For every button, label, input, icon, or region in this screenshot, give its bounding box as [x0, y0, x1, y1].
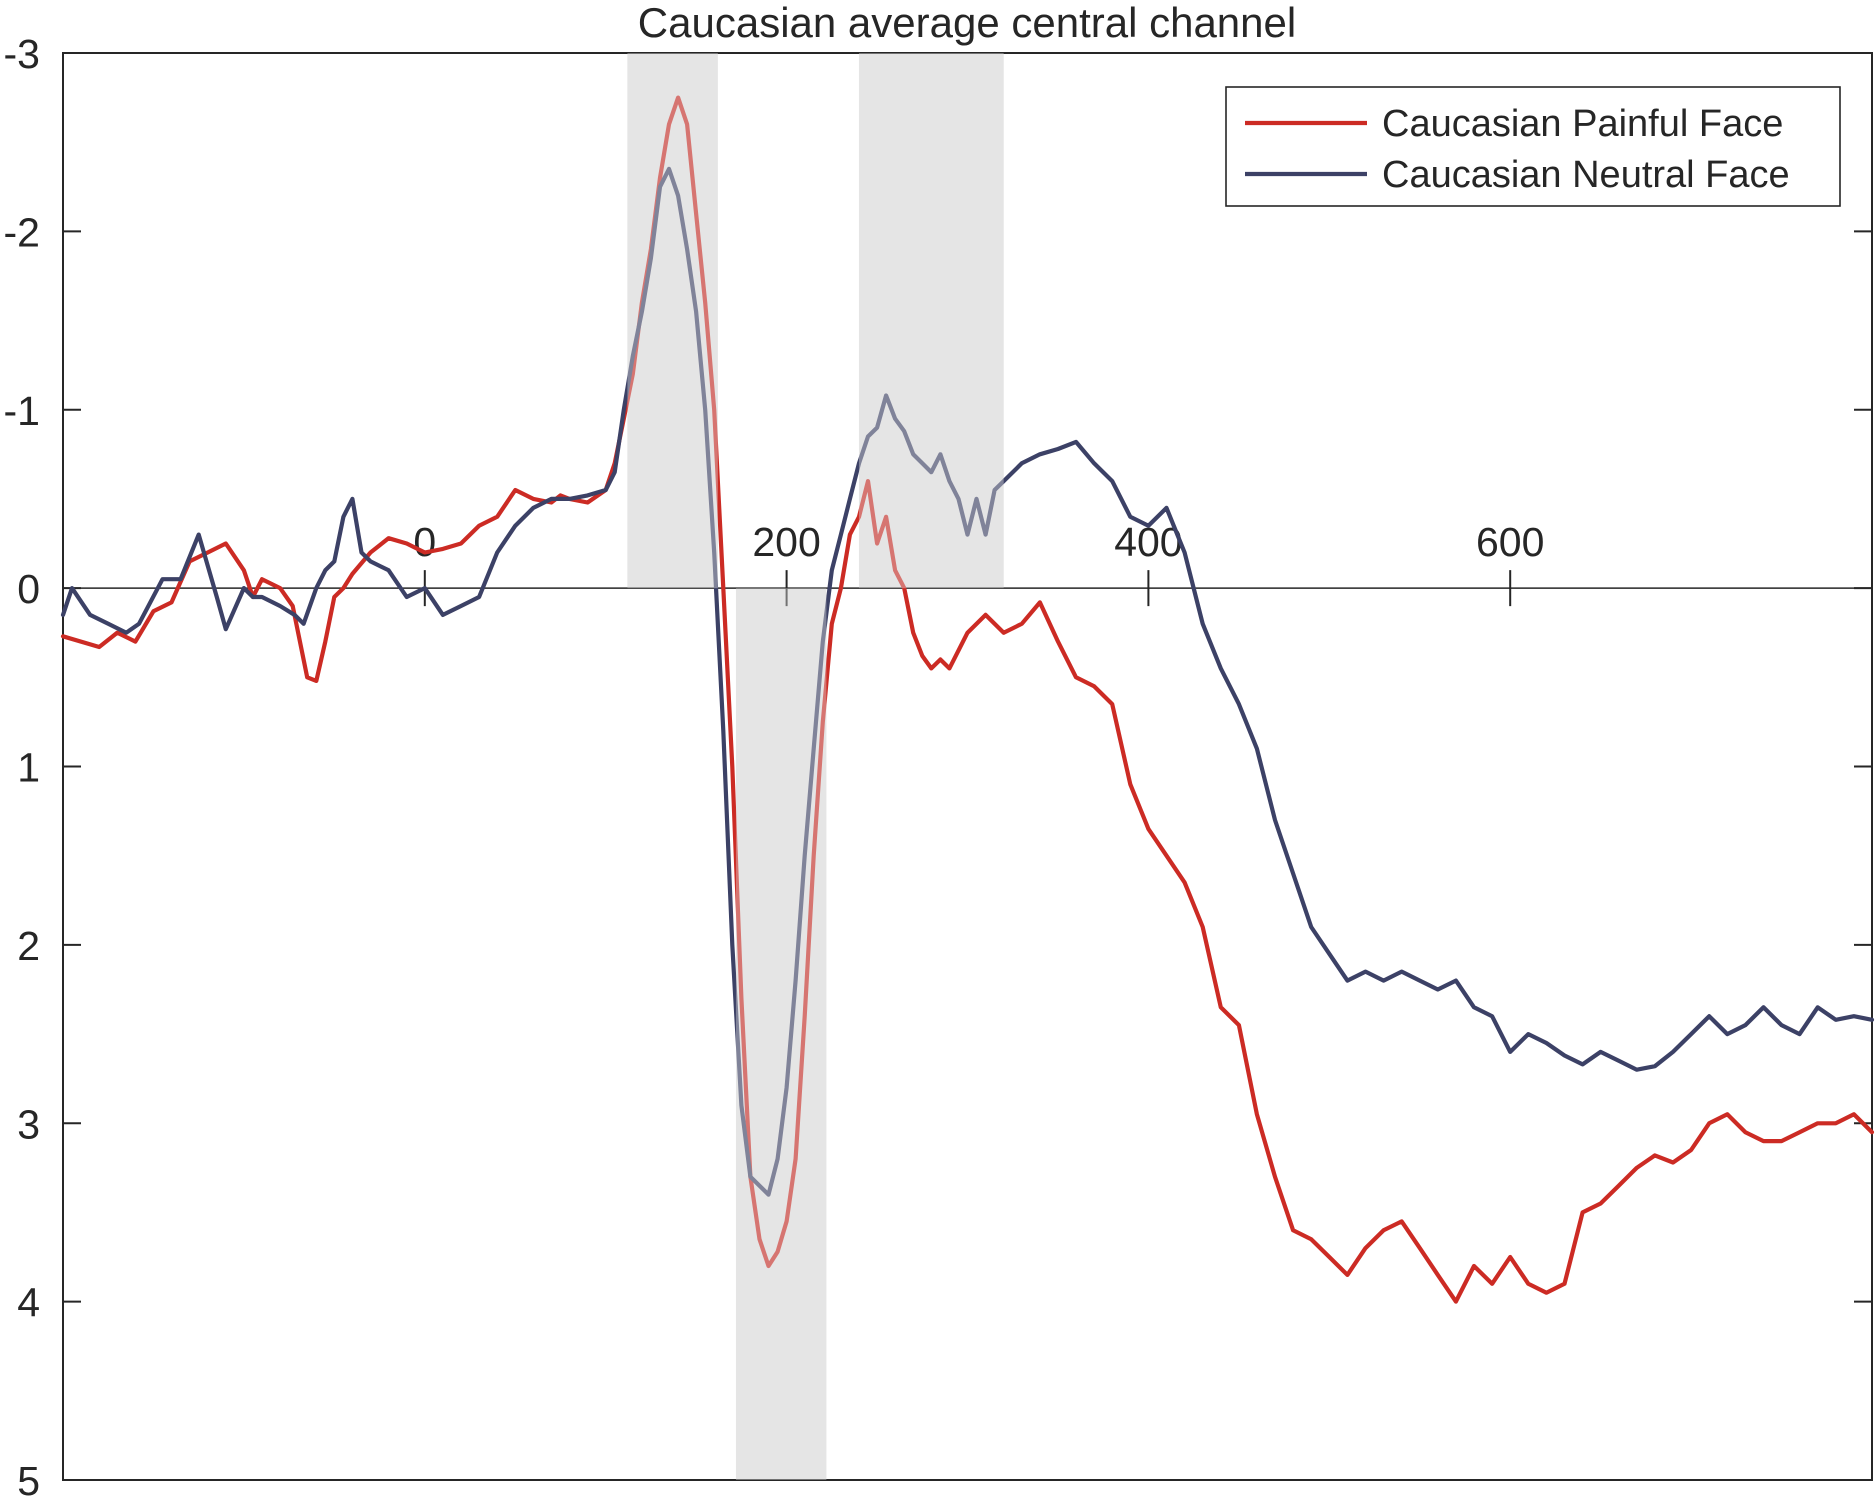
- x-tick-label: 200: [752, 519, 820, 565]
- highlight-windows: [627, 53, 1004, 1480]
- y-tick-label: 1: [17, 745, 40, 791]
- y-tick-label: 4: [17, 1280, 40, 1326]
- series-lines: [60, 53, 1875, 1480]
- y-tick-label: 3: [17, 1101, 40, 1147]
- legend-label: Caucasian Neutral Face: [1382, 154, 1790, 196]
- y-tick-label: -3: [4, 31, 40, 77]
- y-tick-label: 5: [17, 1458, 40, 1500]
- legend: Caucasian Painful Face Caucasian Neutral …: [1225, 86, 1841, 207]
- legend-label: Caucasian Painful Face: [1382, 103, 1783, 145]
- highlight-window: [858, 53, 1004, 589]
- legend-box: [1225, 86, 1841, 207]
- highlight-window: [735, 588, 827, 1480]
- highlight-window: [627, 53, 718, 589]
- y-tick-label: 0: [17, 566, 40, 612]
- highlight-overlay: [627, 53, 718, 589]
- series-line: [60, 166, 1875, 1197]
- series-line: [60, 95, 1875, 1304]
- y-tick-label: -1: [4, 388, 40, 434]
- highlight-overlay: [858, 53, 1004, 589]
- x-tick-label: 600: [1476, 519, 1544, 565]
- y-tick-label: -2: [4, 209, 40, 255]
- y-tick-label: 2: [17, 923, 40, 969]
- highlight-overlay: [735, 588, 827, 1480]
- x-tick-label: 0: [413, 519, 436, 565]
- chart-title: Caucasian average central channel: [638, 0, 1296, 46]
